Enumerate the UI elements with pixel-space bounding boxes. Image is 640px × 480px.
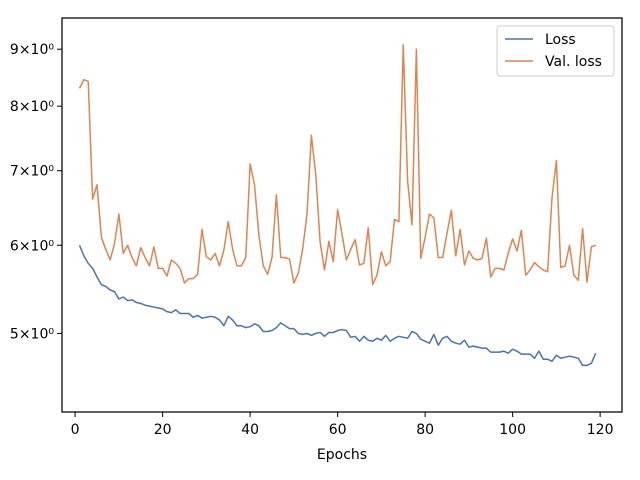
x-axis: 0 20 40 60 80 100 120 — [71, 412, 614, 438]
x-tick-label: 60 — [329, 422, 347, 438]
series-layer — [78, 44, 597, 367]
legend-label: Val. loss — [545, 54, 602, 70]
y-tick-label: 8×10⁰ — [10, 99, 54, 115]
x-tick-label: 120 — [587, 422, 614, 438]
x-tick-label: 0 — [71, 422, 80, 438]
x-tick-label: 100 — [499, 422, 526, 438]
y-tick-label: 7×10⁰ — [10, 164, 54, 180]
y-tick-label: 6×10⁰ — [10, 238, 54, 254]
y-tick-label: 5×10⁰ — [10, 326, 54, 342]
legend-label: Loss — [545, 32, 576, 48]
y-tick-label: 9×10⁰ — [10, 42, 54, 58]
x-tick-label: 80 — [416, 422, 434, 438]
x-tick-label: 20 — [154, 422, 172, 438]
series-line-loss — [78, 244, 597, 367]
plot-frame — [61, 17, 623, 413]
legend: Loss Val. loss — [496, 25, 615, 77]
x-axis-title: Epochs — [317, 447, 367, 463]
series-line-val-loss — [78, 44, 597, 286]
y-axis: 5×10⁰ 6×10⁰ 7×10⁰ 8×10⁰ 9×10⁰ — [10, 42, 62, 342]
x-tick-label: 40 — [241, 422, 259, 438]
